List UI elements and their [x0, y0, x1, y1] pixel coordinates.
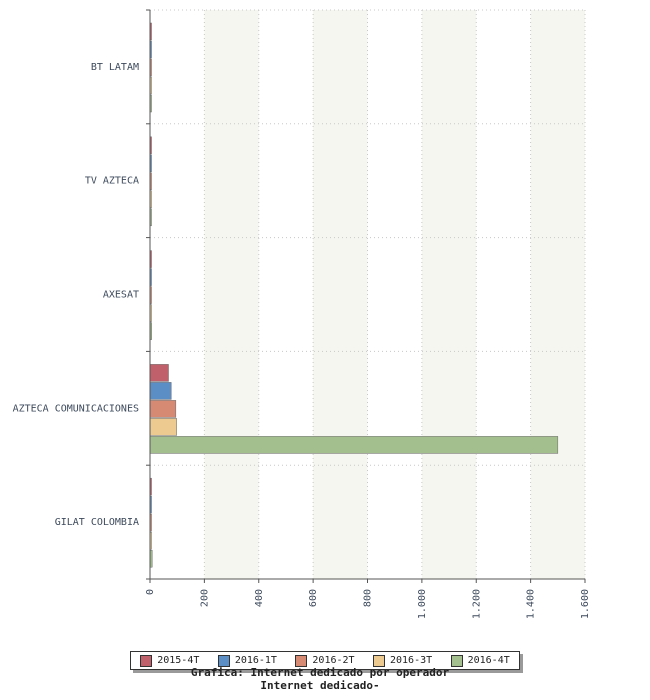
- legend-item: 2016-1T: [217, 654, 277, 667]
- x-tick-label: 1.000: [417, 589, 428, 619]
- grid-band: [204, 10, 259, 579]
- category-label: GILAT COLOMBIA: [55, 517, 139, 528]
- bar-2015-4T-azteca-comunicaciones: [149, 364, 169, 382]
- x-tick-label: 1.600: [580, 589, 591, 619]
- legend-item: 2016-2T: [295, 654, 355, 667]
- chart-title: Internet dedicado-: [260, 679, 380, 692]
- background-bands: [204, 10, 585, 579]
- x-tick-label: 1.400: [526, 589, 537, 619]
- x-tick-label: 400: [254, 589, 265, 607]
- bar-2016-1T-azteca-comunicaciones: [149, 382, 172, 400]
- legend-swatch: [217, 654, 230, 667]
- axes: [146, 9, 586, 583]
- legend-swatch: [450, 654, 463, 667]
- x-tick-label: 200: [199, 589, 210, 607]
- bar-2016-2T-azteca-comunicaciones: [149, 400, 177, 418]
- category-label: TV AZTECA: [85, 176, 139, 187]
- grid-band: [421, 10, 477, 579]
- grid-band: [313, 10, 368, 579]
- chart-caption: Grafica: Internet dedicado por operador …: [0, 666, 640, 692]
- legend: 2015-4T 2016-1T 2016-2T 2016-3T 2016-4T: [130, 651, 520, 670]
- x-tick-label: 1.200: [471, 589, 482, 619]
- bar-2016-4T-azteca-comunicaciones: [149, 436, 559, 454]
- tick-labels: 0 200 400 600 800 1.000 1.200 1.400 1.600: [145, 589, 591, 619]
- category-label: AZTECA COMUNICACIONES: [13, 403, 139, 414]
- category-label: BT LATAM: [91, 62, 139, 73]
- bar-2016-3T-azteca-comunicaciones: [149, 418, 177, 436]
- legend-label: 2016-4T: [467, 655, 510, 666]
- legend-swatch: [295, 654, 308, 667]
- bars: [149, 22, 559, 568]
- legend-label: 2016-3T: [390, 655, 433, 666]
- legend-label: 2016-2T: [312, 655, 355, 666]
- legend-label: 2015-4T: [157, 655, 200, 666]
- legend-item: 2016-4T: [450, 654, 510, 667]
- category-label: AXESAT: [103, 290, 139, 301]
- chart-subtitle: Grafica: Internet dedicado por operador: [190, 666, 450, 679]
- legend-item: 2016-3T: [373, 654, 433, 667]
- legend-item: 2015-4T: [140, 654, 200, 667]
- x-tick-label: 800: [363, 589, 374, 607]
- legend-swatch: [140, 654, 153, 667]
- x-tick-label: 0: [145, 589, 156, 595]
- grid-band: [530, 10, 585, 579]
- x-tick-label: 600: [308, 589, 319, 607]
- legend-swatch: [373, 654, 385, 667]
- legend-label: 2016-1T: [234, 655, 277, 666]
- category-labels: BT LATAM TV AZTECA AXESAT AZTECA COMUNICACI…: [13, 62, 139, 528]
